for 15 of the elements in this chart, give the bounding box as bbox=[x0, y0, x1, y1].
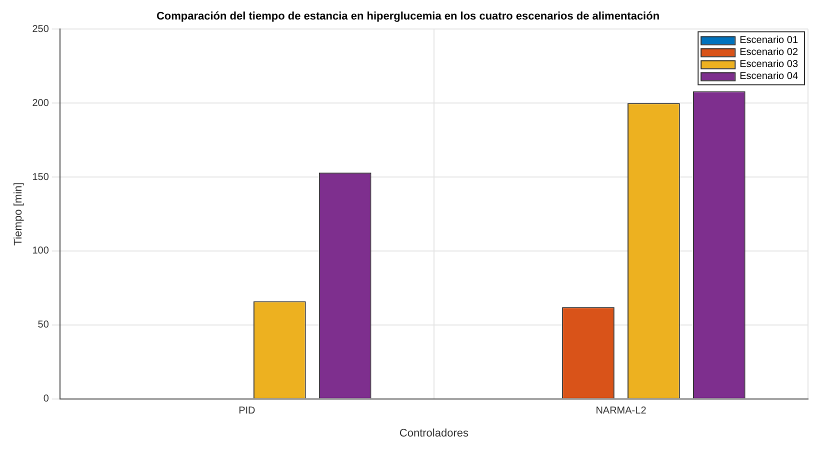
chart-title: Comparación del tiempo de estancia en hiperglucemia en los cuatro escenarios de alimentación bbox=[156, 10, 660, 23]
x-tick-label: PID bbox=[238, 406, 256, 417]
legend-label: Escenario 04 bbox=[740, 70, 798, 82]
y-tick-label: 200 bbox=[32, 98, 50, 109]
y-tick-label: 150 bbox=[32, 172, 50, 183]
x-axis-title: Controladores bbox=[399, 427, 469, 440]
y-axis-title: Tiempo [min] bbox=[12, 182, 25, 246]
legend-label: Escenario 01 bbox=[740, 34, 798, 46]
y-tick-label: 250 bbox=[32, 24, 50, 35]
y-tick-label: 100 bbox=[32, 246, 50, 257]
legend-label: Escenario 02 bbox=[740, 46, 798, 58]
legend-label: Escenario 03 bbox=[740, 58, 798, 70]
x-tick-label: NARMA-L2 bbox=[596, 406, 647, 417]
y-tick-label: 50 bbox=[38, 320, 50, 331]
y-tick-label: 0 bbox=[43, 394, 50, 405]
